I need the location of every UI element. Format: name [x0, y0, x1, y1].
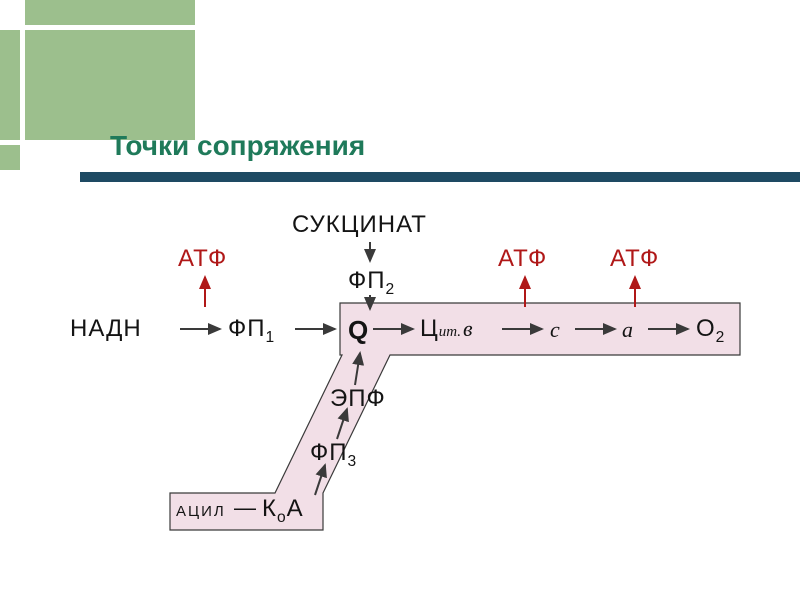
- label-cyt-b: Цит.в: [420, 315, 473, 343]
- script: ит.: [439, 324, 461, 340]
- slide: Точки сопряжения: [0, 0, 800, 600]
- text: ФП: [228, 315, 266, 342]
- title-underline: [80, 172, 800, 182]
- label-o2: О2: [696, 315, 725, 347]
- text: ФП: [310, 439, 348, 466]
- label-nadh: НАДН: [70, 315, 142, 343]
- script: в: [463, 316, 473, 341]
- subscript: о: [277, 509, 287, 526]
- subscript: 3: [348, 453, 358, 470]
- label-succinate: СУКЦИНАТ: [292, 211, 427, 239]
- label-fp3: ФП3: [310, 439, 357, 471]
- text: Ц: [420, 315, 439, 342]
- label-atp-3: АТФ: [610, 245, 659, 273]
- corner-block: [0, 145, 20, 170]
- subscript: 1: [266, 329, 276, 346]
- label-atp-2: АТФ: [498, 245, 547, 273]
- label-q: Q: [348, 315, 369, 346]
- label-koa: КоА: [262, 495, 304, 527]
- corner-block: [25, 30, 195, 140]
- text: А: [287, 495, 304, 522]
- text: К: [262, 495, 277, 522]
- label-fp1: ФП1: [228, 315, 275, 347]
- corner-block: [25, 0, 195, 25]
- text: ФП: [348, 267, 386, 294]
- label-cyt-a: а: [622, 317, 633, 343]
- label-cyt-c: с: [550, 317, 560, 343]
- etc-diagram: СУКЦИНАТ ФП2 НАДН ФП1 Q Цит.в с а О2 АТФ…: [70, 195, 750, 575]
- slide-title: Точки сопряжения: [110, 130, 365, 162]
- label-atp-1: АТФ: [178, 245, 227, 273]
- subscript: 2: [716, 329, 726, 346]
- subscript: 2: [386, 281, 396, 298]
- text: О: [696, 315, 716, 342]
- label-fp2: ФП2: [348, 267, 395, 299]
- label-acyl: АЦИЛ: [176, 503, 226, 520]
- corner-block: [0, 30, 20, 140]
- label-dash: —: [234, 495, 257, 521]
- label-epf: ЭПФ: [330, 385, 386, 413]
